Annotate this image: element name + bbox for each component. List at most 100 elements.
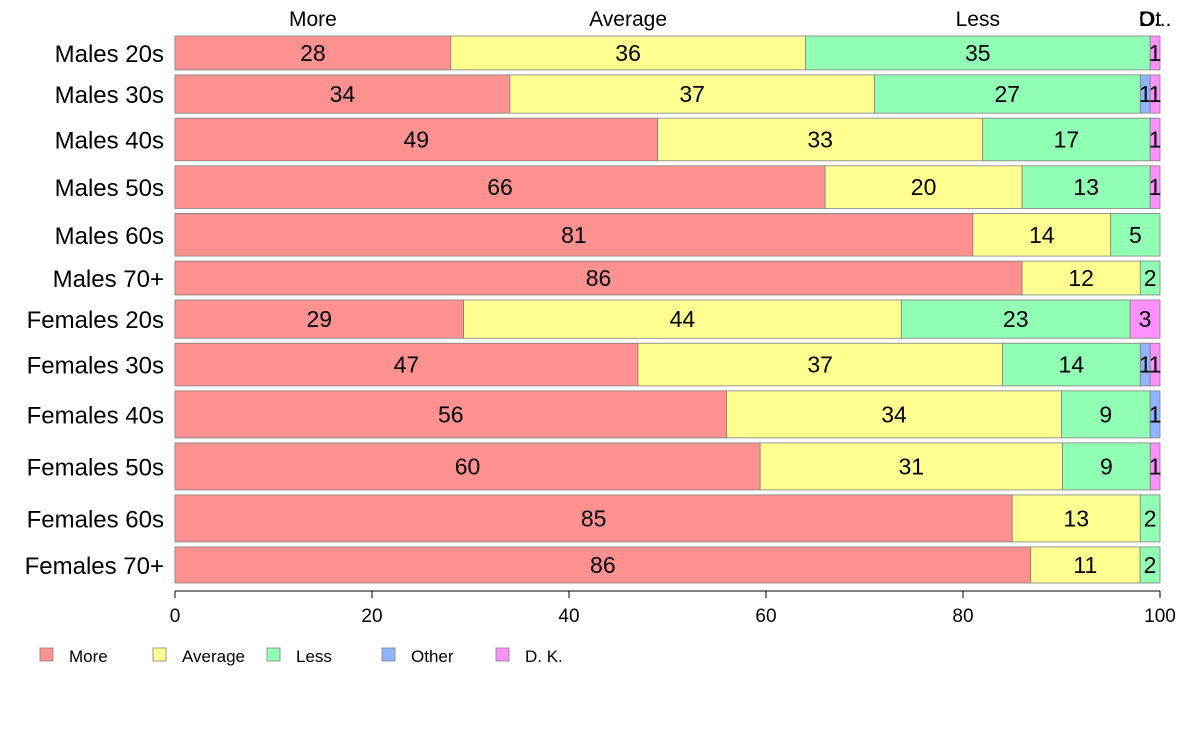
bar-value-label: 13 (1073, 174, 1099, 200)
bar-value-label: 35 (965, 40, 991, 66)
bar-segment (174, 390, 727, 439)
legend-label: More (69, 647, 108, 666)
bar-segment (1110, 213, 1161, 257)
bar-segment (1139, 546, 1161, 584)
x-tick-label: 100 (1144, 606, 1176, 627)
x-axis: 0 20 40 60 80 100 (170, 590, 1176, 627)
bar-segment (1021, 165, 1151, 209)
bar-value-label: 23 (1003, 306, 1029, 332)
bar-segment (1129, 299, 1161, 339)
bar-value-label: 81 (561, 222, 587, 248)
bar-value-label: 14 (1059, 352, 1085, 378)
bar-segment (450, 35, 806, 71)
bar-segment (174, 342, 639, 387)
bar-value-label: 1 (1149, 126, 1162, 152)
bar-value-label: 1 (1139, 352, 1152, 378)
bar-segment (1062, 442, 1151, 491)
bar-segment (174, 74, 511, 114)
row-label: Males 70+ (53, 266, 164, 293)
bar-value-label: 1 (1139, 81, 1152, 107)
bar-value-label: 2 (1144, 265, 1157, 291)
top-category-label: Ot (1139, 8, 1161, 31)
bar-segment (637, 342, 1003, 387)
legend-swatch (152, 647, 167, 662)
bar-value-label: 12 (1068, 265, 1094, 291)
bar-segment (657, 117, 984, 162)
bar-segment (1149, 165, 1161, 209)
x-tick-label: 0 (170, 606, 181, 627)
bar-value-label: 86 (586, 265, 612, 291)
bar-value-label: 37 (807, 352, 833, 378)
bar-value-label: 9 (1099, 401, 1112, 427)
bar-value-label: 11 (1073, 552, 1097, 578)
bar-value-label: 2 (1144, 552, 1157, 578)
bar-value-label: 36 (615, 40, 641, 66)
bar-segment (174, 546, 1032, 584)
bar-segment (972, 213, 1112, 257)
bar-segment (1149, 35, 1161, 71)
bar-segment (982, 117, 1151, 162)
x-tick-label: 40 (558, 606, 579, 627)
bar-segment (463, 299, 902, 339)
bar-value-label: 17 (1054, 126, 1080, 152)
row-label: Females 20s (27, 307, 164, 334)
x-tick-label: 80 (952, 606, 973, 627)
row-label: Males 50s (55, 175, 164, 202)
bar-value-label: 44 (670, 306, 696, 332)
bar-segment (1149, 342, 1161, 387)
bar-value-label: 1 (1149, 453, 1162, 479)
legend-swatch (381, 647, 396, 662)
bar-value-label: 5 (1129, 222, 1142, 248)
bar-value-label: 37 (679, 81, 705, 107)
bar-value-label: 3 (1139, 306, 1152, 332)
bar-value-label: 20 (911, 174, 937, 200)
bar-segment (509, 74, 875, 114)
bar-value-label: 56 (438, 401, 464, 427)
legend-label: Other (411, 647, 454, 666)
row-label: Females 30s (27, 353, 164, 380)
bar-segment (1030, 546, 1141, 584)
bar-segment (1149, 442, 1161, 491)
bar-value-label: 60 (455, 453, 481, 479)
bar-value-label: 1 (1149, 174, 1162, 200)
bar-segment (1139, 260, 1161, 296)
top-category-labels: More Average Less OtD... (289, 8, 1171, 31)
bar-segment (1149, 74, 1161, 114)
bar-value-label: 33 (807, 126, 833, 152)
top-category-label: Less (956, 8, 1000, 31)
bar-value-label: 1 (1149, 40, 1162, 66)
bar-value-label: 86 (590, 552, 616, 578)
legend-swatch (495, 647, 510, 662)
bar-value-label: 49 (404, 126, 430, 152)
legend: More Average Less Other D. K. (39, 647, 563, 666)
row-label: Females 70+ (25, 553, 164, 580)
row-label: Males 20s (55, 41, 164, 68)
top-category-label: More (289, 8, 337, 31)
bar-value-label: 14 (1029, 222, 1055, 248)
bar-segment (873, 74, 1141, 114)
bar-segment (1002, 342, 1141, 387)
row-label: Males 30s (55, 82, 164, 109)
bar-value-label: 13 (1063, 505, 1089, 531)
top-category-label: D... (1139, 8, 1172, 31)
row-labels: Males 20s Males 30s Males 40s Males 50s Male… (25, 41, 164, 580)
bar-value-label: 2 (1144, 505, 1157, 531)
bar-segment (824, 165, 1023, 209)
legend-label: Less (296, 647, 332, 666)
legend-label: Average (182, 647, 245, 666)
row-label: Females 40s (27, 402, 164, 429)
legend-swatch (266, 647, 281, 662)
bar-segment (1021, 260, 1141, 296)
bar-value-label: 1 (1149, 81, 1162, 107)
bar-segment (174, 165, 826, 209)
bar-value-label: 9 (1100, 453, 1113, 479)
bar-segment (174, 260, 1023, 296)
legend-swatch (39, 647, 54, 662)
bar-segment (174, 442, 761, 491)
row-label: Females 50s (27, 454, 164, 481)
row-label: Males 60s (55, 223, 164, 250)
row-label: Females 60s (27, 506, 164, 533)
bar-segment (1149, 390, 1161, 439)
